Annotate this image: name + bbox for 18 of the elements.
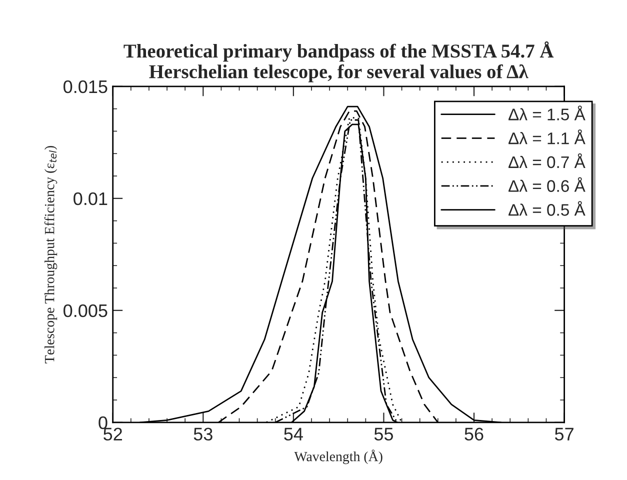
legend-label: Δλ = 0.7 Å: [508, 153, 586, 168]
y-tick-label: 0: [98, 416, 108, 430]
y-tick-label: 0.005: [64, 304, 108, 318]
legend-label: Δλ = 0.6 Å: [508, 177, 586, 192]
y-tick-label: 0.015: [64, 80, 108, 94]
legend-label: Δλ = 0.5 Å: [508, 201, 586, 216]
x-axis-title: Wavelength (Å): [294, 450, 382, 464]
x-tick-label: 52: [104, 428, 122, 441]
chart-title: Theoretical primary bandpass of the MSSTA 54.7 Å Herschelian telescope, for several values of Δλ: [124, 41, 554, 82]
y-tick-label: 0.01: [74, 192, 108, 206]
x-tick-label: 57: [554, 428, 574, 441]
legend-label: Δλ = 1.5 Å: [508, 106, 586, 120]
x-tick-label: 54: [284, 428, 303, 441]
legend-label: Δλ = 1.1 Å: [508, 129, 586, 144]
x-tick-label: 56: [464, 428, 484, 441]
x-tick-label: 55: [374, 428, 394, 441]
x-tick-label: 53: [194, 428, 212, 441]
y-axis-title: Telescope Throughput Efficiency (ε$_{tel}$): [44, 146, 58, 364]
